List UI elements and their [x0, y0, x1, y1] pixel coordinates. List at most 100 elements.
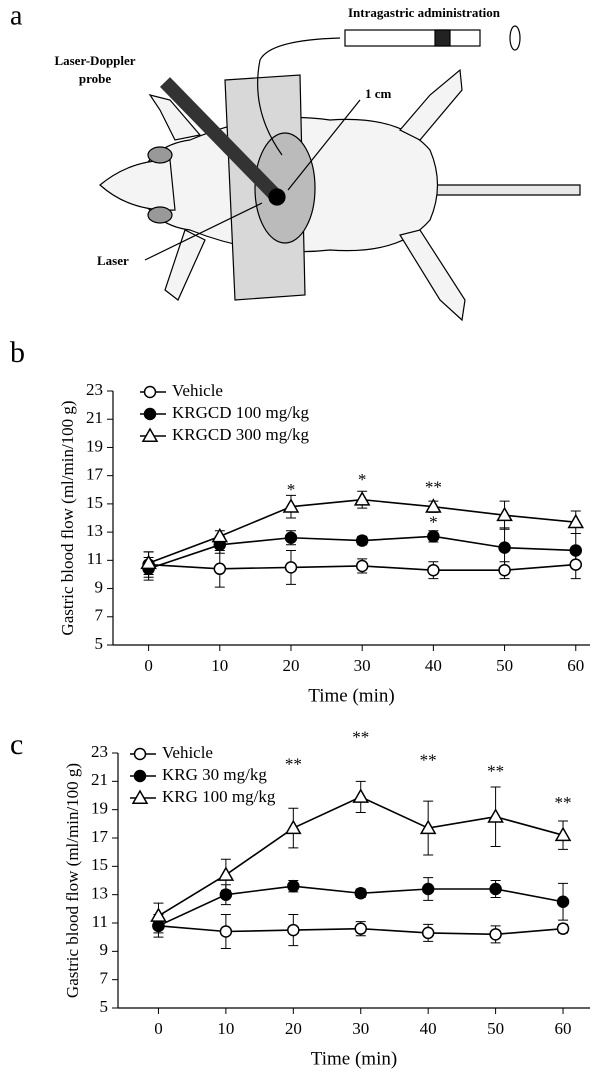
- diagram-label: Laser-Doppler: [54, 53, 135, 68]
- diagram-label: Intragastric administration: [348, 5, 501, 20]
- x-tick-label: 40: [420, 1019, 437, 1038]
- significance-mark: **: [555, 793, 572, 812]
- x-tick-label: 10: [217, 1019, 234, 1038]
- y-tick-label: 17: [86, 465, 104, 484]
- y-tick-label: 19: [86, 436, 103, 455]
- marker: [352, 788, 370, 803]
- y-tick-label: 21: [86, 408, 103, 427]
- diagram-label: 1 cm: [365, 86, 392, 101]
- marker: [496, 506, 513, 522]
- y-tick-label: 17: [91, 827, 109, 846]
- significance-mark: *: [358, 470, 367, 489]
- ear: [147, 206, 173, 224]
- y-tick-label: 7: [95, 606, 104, 625]
- x-tick-label: 20: [282, 656, 299, 675]
- y-tick-label: 15: [91, 855, 108, 874]
- legend-label: Vehicle: [162, 743, 213, 762]
- x-axis-label: Time (min): [308, 685, 394, 706]
- y-tick-label: 5: [100, 997, 109, 1016]
- y-tick-label: 23: [91, 742, 108, 761]
- marker: [287, 923, 300, 937]
- x-axis-label: Time (min): [311, 1048, 397, 1069]
- x-tick-label: 50: [496, 656, 513, 675]
- marker: [219, 925, 233, 938]
- probe-tip: [268, 188, 286, 206]
- marker: [285, 819, 302, 835]
- x-tick-label: 10: [211, 656, 228, 675]
- leg: [148, 94, 202, 141]
- x-tick-label: 0: [154, 1019, 163, 1038]
- significance-mark: *: [287, 480, 296, 499]
- marker: [425, 498, 442, 513]
- marker: [487, 808, 504, 823]
- y-tick-label: 11: [87, 549, 103, 568]
- significance-mark: **: [420, 750, 437, 769]
- marker: [354, 887, 367, 900]
- legend-label: KRG 100 mg/kg: [162, 787, 276, 806]
- marker: [498, 541, 511, 554]
- marker: [556, 922, 570, 935]
- marker: [419, 819, 437, 835]
- marker: [282, 498, 300, 513]
- marker: [355, 559, 369, 573]
- marker: [421, 926, 435, 940]
- marker: [489, 928, 502, 941]
- marker: [554, 826, 572, 842]
- y-tick-label: 5: [95, 634, 104, 653]
- x-tick-label: 40: [425, 656, 442, 675]
- tail: [419, 184, 581, 196]
- x-tick-label: 30: [352, 1019, 369, 1038]
- tube: [257, 37, 341, 156]
- y-tick-label: 21: [91, 770, 108, 789]
- pointer: [144, 202, 263, 261]
- marker: [569, 558, 583, 571]
- marker: [152, 919, 165, 933]
- x-tick-label: 60: [555, 1019, 572, 1038]
- y-tick-label: 19: [91, 799, 108, 818]
- marker: [569, 544, 583, 557]
- legend-marker: [143, 407, 157, 421]
- x-tick-label: 0: [144, 656, 153, 675]
- ear: [147, 146, 173, 164]
- legend-marker: [141, 427, 159, 442]
- marker: [498, 563, 511, 577]
- diagram-label: Laser: [97, 253, 129, 268]
- panel-letter: b: [10, 336, 25, 369]
- x-tick-label: 50: [487, 1019, 504, 1038]
- leg: [399, 68, 463, 141]
- y-axis-label: Gastric blood flow (ml/min/100 g): [58, 400, 77, 635]
- marker: [355, 534, 369, 547]
- y-tick-label: 9: [95, 577, 104, 596]
- series-line: [148, 498, 576, 564]
- leg: [399, 229, 466, 322]
- significance-mark: **: [352, 728, 369, 747]
- stomach: [254, 132, 316, 244]
- marker: [213, 562, 227, 576]
- syringe-end: [509, 25, 521, 51]
- legend-marker: [131, 789, 149, 804]
- marker: [556, 895, 570, 908]
- marker: [567, 513, 585, 529]
- legend-label: KRG 30 mg/kg: [162, 765, 267, 784]
- y-tick-label: 13: [86, 521, 103, 540]
- significance-mark: **: [425, 477, 442, 496]
- marker: [211, 527, 229, 543]
- legend-label: KRGCD 100 mg/kg: [172, 403, 309, 422]
- rat-diagram: [99, 25, 581, 322]
- pointer: [287, 99, 361, 191]
- marker: [489, 882, 502, 896]
- y-tick-label: 13: [91, 884, 108, 903]
- significance-mark: **: [487, 762, 504, 781]
- y-axis-label: Gastric blood flow (ml/min/100 g): [63, 763, 82, 998]
- marker: [284, 561, 298, 574]
- significance-mark: *: [429, 513, 438, 532]
- legend-label: Vehicle: [172, 381, 223, 400]
- x-tick-label: 20: [285, 1019, 302, 1038]
- x-tick-label: 60: [567, 656, 584, 675]
- marker: [427, 530, 440, 543]
- marker: [284, 531, 298, 545]
- leg: [164, 229, 206, 301]
- marker: [150, 907, 167, 922]
- y-tick-label: 7: [100, 969, 109, 988]
- marker: [354, 922, 367, 935]
